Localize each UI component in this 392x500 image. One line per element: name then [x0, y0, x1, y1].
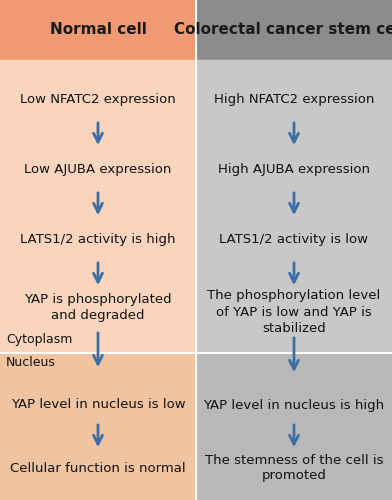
Text: The phosphorylation level
of YAP is low and YAP is
stabilized: The phosphorylation level of YAP is low … [207, 290, 381, 335]
Bar [196, 353, 392, 500]
Text: YAP level in nucleus is high: YAP level in nucleus is high [203, 398, 385, 411]
Text: Cellular function is normal: Cellular function is normal [10, 462, 186, 474]
Text: LATS1/2 activity is high: LATS1/2 activity is high [20, 234, 176, 246]
Text: LATS1/2 activity is low: LATS1/2 activity is low [220, 234, 368, 246]
Text: YAP level in nucleus is low: YAP level in nucleus is low [11, 398, 185, 411]
Text: Cytoplasm: Cytoplasm [6, 334, 73, 346]
Text: Colorectal cancer stem cells: Colorectal cancer stem cells [174, 22, 392, 38]
Text: The stemness of the cell is
promoted: The stemness of the cell is promoted [205, 454, 383, 482]
Text: Normal cell: Normal cell [49, 22, 147, 38]
Bar [196, 60, 392, 353]
Text: Low AJUBA expression: Low AJUBA expression [24, 164, 172, 176]
Text: Nucleus: Nucleus [6, 356, 56, 368]
Bar [196, 0, 392, 60]
Bar [0, 60, 196, 353]
Text: High AJUBA expression: High AJUBA expression [218, 164, 370, 176]
Text: High NFATC2 expression: High NFATC2 expression [214, 94, 374, 106]
Text: YAP is phosphorylated
and degraded: YAP is phosphorylated and degraded [24, 294, 172, 322]
Bar [0, 353, 196, 500]
Text: Low NFATC2 expression: Low NFATC2 expression [20, 94, 176, 106]
Bar [0, 0, 196, 60]
